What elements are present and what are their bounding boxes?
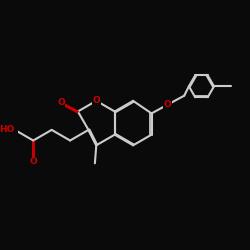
Text: O: O — [92, 96, 100, 105]
Text: O: O — [164, 100, 171, 109]
Text: HO: HO — [0, 126, 15, 134]
Text: O: O — [30, 157, 37, 166]
Text: O: O — [57, 98, 65, 107]
